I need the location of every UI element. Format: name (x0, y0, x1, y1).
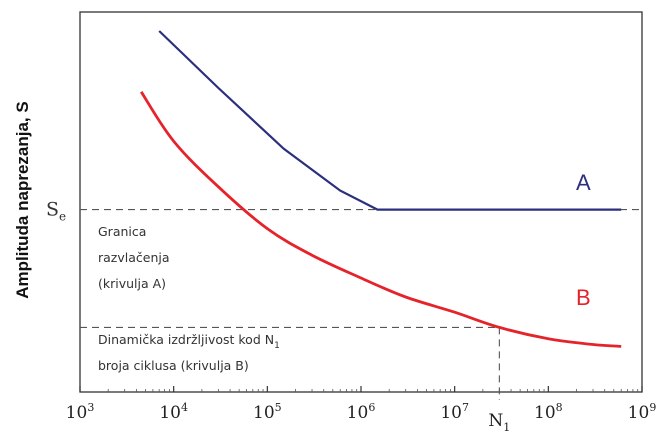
tick-base: 10 (253, 403, 275, 423)
tick-exponent: 9 (649, 401, 656, 414)
tick-exponent: 6 (368, 401, 375, 414)
y-axis-ticks: Se (46, 199, 66, 224)
series-label-a: A (576, 170, 591, 195)
x-tick-label: 107 (440, 401, 469, 423)
tick-base: 10 (159, 403, 181, 423)
series-line-a (158, 30, 622, 211)
tick-base: 10 (66, 403, 88, 423)
x-tick-label: 106 (347, 401, 376, 423)
tick-exponent: 5 (275, 401, 282, 414)
tick-exponent: 8 (556, 401, 563, 414)
tick-base: 10 (534, 403, 556, 423)
tick-base: N (488, 411, 503, 431)
y-axis-label: Amplituda naprezanja, S (13, 101, 32, 298)
tick-subscript: 1 (503, 421, 510, 434)
annotation-subscript: 1 (274, 341, 280, 351)
annotation-text: Dinamička izdržljivost kod N (98, 332, 274, 347)
x-tick-label: 105 (253, 401, 282, 423)
tick-exponent: 7 (462, 401, 469, 414)
tick-exponent: 4 (181, 401, 188, 414)
tick-base: 10 (628, 403, 650, 423)
annotation-line: Granica (98, 224, 146, 239)
y-tick-label-se: Se (46, 199, 66, 224)
x-tick-label: 103 (66, 401, 95, 423)
annotation-line: broja ciklusa (krivulja B) (98, 358, 249, 373)
series-group (140, 30, 622, 348)
annotation-line: (krivulja A) (98, 276, 166, 291)
tick-base: S (46, 199, 59, 221)
series-line-b (140, 91, 622, 348)
x-tick-label: 104 (159, 401, 188, 423)
x-tick-label-n1: N1 (488, 411, 510, 434)
x-tick-label: 109 (628, 401, 657, 423)
tick-base: 10 (347, 403, 369, 423)
tick-exponent: 3 (87, 401, 94, 414)
tick-subscript: e (59, 210, 66, 224)
annotation-yield-limit: Granica razvlačenja (krivulja A) (98, 224, 170, 291)
annotation-line: Dinamička izdržljivost kod N1 (98, 332, 280, 351)
tick-base: 10 (440, 403, 462, 423)
annotation-line: razvlačenja (98, 250, 170, 265)
x-tick-label: 108 (534, 401, 563, 423)
series-label-b: B (576, 285, 591, 310)
annotation-endurance: Dinamička izdržljivost kod N1 broja cikl… (98, 332, 280, 373)
